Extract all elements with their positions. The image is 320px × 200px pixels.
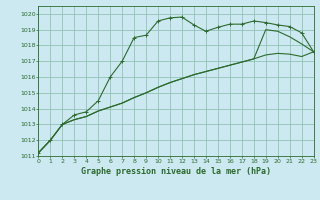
X-axis label: Graphe pression niveau de la mer (hPa): Graphe pression niveau de la mer (hPa) bbox=[81, 167, 271, 176]
